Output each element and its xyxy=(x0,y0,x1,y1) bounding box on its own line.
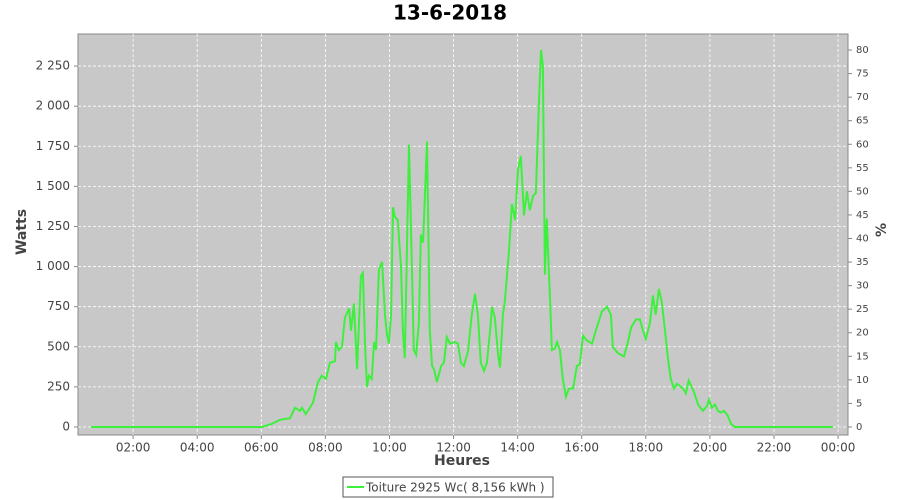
y-tick-label: 750 xyxy=(47,299,70,313)
y2-tick-label: 80 xyxy=(856,45,869,56)
y2-tick-label: 50 xyxy=(856,186,869,197)
y2-tick-label: 10 xyxy=(856,375,869,386)
y2-tick-label: 70 xyxy=(856,92,869,103)
y-axis-title: Watts xyxy=(14,209,30,255)
y-tick-label: 1 750 xyxy=(36,139,70,153)
y2-tick-label: 60 xyxy=(856,139,869,150)
y2-axis-title: % xyxy=(874,223,890,237)
y2-tick-label: 25 xyxy=(856,304,869,315)
legend-label: Toiture 2925 Wc( 8,156 kWh ) xyxy=(365,481,545,495)
x-tick-label: 10:00 xyxy=(372,441,407,455)
x-tick-label: 16:00 xyxy=(564,441,599,455)
y2-tick-label: 65 xyxy=(856,116,869,127)
x-tick-label: 02:00 xyxy=(116,441,151,455)
x-tick-label: 18:00 xyxy=(629,441,664,455)
y2-tick-label: 0 xyxy=(856,422,862,433)
x-tick-label: 06:00 xyxy=(244,441,279,455)
y-tick-label: 1 250 xyxy=(36,219,70,233)
y-tick-label: 250 xyxy=(47,379,70,393)
y-tick-label: 500 xyxy=(47,339,70,353)
x-tick-label: 08:00 xyxy=(308,441,343,455)
y2-tick-label: 30 xyxy=(856,281,869,292)
x-tick-label: 00:00 xyxy=(821,441,856,455)
x-tick-label: 20:00 xyxy=(693,441,728,455)
chart-title: 13-6-2018 xyxy=(393,1,507,25)
y2-tick-label: 5 xyxy=(856,398,862,409)
y-tick-label: 1 000 xyxy=(36,259,70,273)
y2-tick-label: 20 xyxy=(856,328,869,339)
y-tick-label: 1 500 xyxy=(36,179,70,193)
y2-tick-label: 55 xyxy=(856,163,869,174)
y2-tick-label: 40 xyxy=(856,234,869,245)
y2-tick-label: 45 xyxy=(856,210,869,221)
x-tick-label: 22:00 xyxy=(757,441,792,455)
y2-tick-label: 15 xyxy=(856,351,869,362)
y2-tick-label: 35 xyxy=(856,257,869,268)
x-tick-label: 12:00 xyxy=(436,441,471,455)
plot-area xyxy=(77,33,849,436)
line-series xyxy=(91,49,833,428)
y-tick-label: 0 xyxy=(62,419,70,433)
x-axis-title: Heures xyxy=(434,453,490,469)
y2-tick-label: 75 xyxy=(856,69,869,80)
x-tick-label: 14:00 xyxy=(500,441,535,455)
x-tick-label: 04:00 xyxy=(180,441,215,455)
y-tick-label: 2 000 xyxy=(36,99,70,113)
y-tick-label: 2 250 xyxy=(36,59,70,73)
legend xyxy=(342,476,554,498)
